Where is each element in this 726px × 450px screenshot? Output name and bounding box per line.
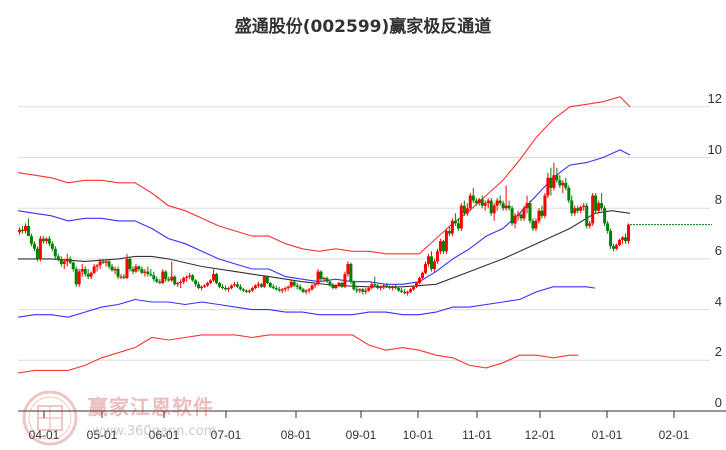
channel-bands bbox=[17, 96, 631, 374]
watermark-url: www.360gann.com bbox=[92, 424, 217, 439]
x-tick-label: 08-01 bbox=[280, 428, 312, 442]
y-tick-label: 12 bbox=[707, 90, 722, 106]
chart-title: 盛通股份(002599)赢家极反通道 bbox=[234, 17, 492, 37]
x-tick-label: 07-01 bbox=[210, 428, 242, 442]
y-tick-label: 8 bbox=[714, 192, 722, 208]
y-tick-label: 4 bbox=[714, 293, 722, 309]
gridlines bbox=[18, 106, 710, 361]
x-tick-label: 11-01 bbox=[462, 428, 492, 442]
candles bbox=[17, 162, 631, 296]
mid-line-line bbox=[18, 210, 631, 288]
y-tick-label: 0 bbox=[714, 395, 722, 410]
x-tick-label: 09-01 bbox=[345, 428, 377, 442]
watermark-text: 赢家江恩软件 bbox=[88, 395, 214, 419]
x-axis bbox=[18, 410, 726, 418]
lower-outer-band-line bbox=[17, 334, 579, 374]
x-tick-label: 02-01 bbox=[658, 428, 690, 442]
watermark-seal-icon bbox=[22, 390, 78, 446]
x-tick-label: 04-01 bbox=[28, 428, 60, 442]
y-tick-label: 10 bbox=[707, 141, 722, 157]
x-tick-label: 05-01 bbox=[86, 428, 118, 442]
x-tick-label: 12-01 bbox=[524, 428, 556, 442]
upper-outer-band-line bbox=[17, 96, 631, 255]
y-tick-label: 6 bbox=[714, 242, 722, 258]
y-tick-label: 2 bbox=[714, 344, 722, 360]
lower-inner-band-line bbox=[17, 286, 595, 318]
x-tick-label: 10-01 bbox=[402, 428, 434, 442]
x-tick-label: 01-01 bbox=[591, 428, 623, 442]
x-tick-label: 06-01 bbox=[148, 428, 180, 442]
